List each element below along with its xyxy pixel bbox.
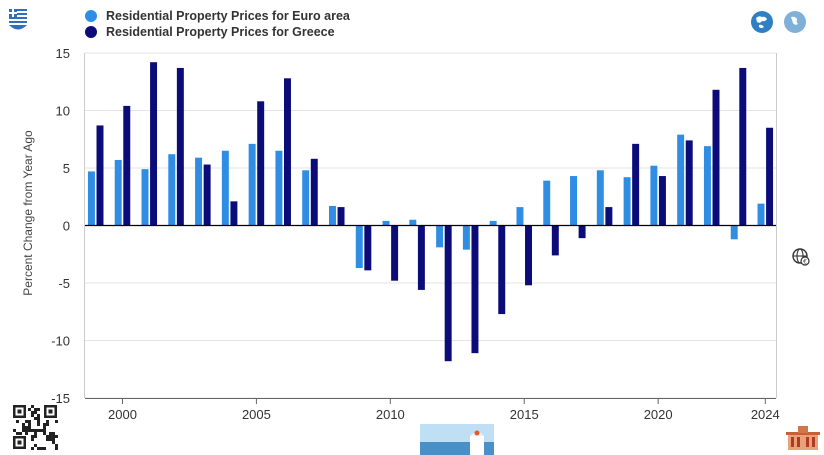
bar-greece-2011[interactable] xyxy=(417,225,425,290)
y-tick-label: -15 xyxy=(51,391,70,406)
x-tick-label: 2010 xyxy=(376,407,405,422)
axes: 15 10 5 0 -5 -10 -15 2000 2005 2010 2015 2020 2024 xyxy=(51,46,780,422)
bar-euro-area-2006[interactable] xyxy=(275,150,283,226)
bar-greece-2006[interactable] xyxy=(283,78,291,226)
bar-greece-2005[interactable] xyxy=(257,101,265,226)
bar-greece-2008[interactable] xyxy=(337,207,345,226)
x-tick-label: 2024 xyxy=(751,407,780,422)
bar-euro-area-2019[interactable] xyxy=(623,177,631,226)
bar-greece-2009[interactable] xyxy=(364,225,372,271)
bar-euro-area-2024[interactable] xyxy=(757,203,765,226)
y-tick-label: 5 xyxy=(63,161,70,176)
bar-greece-2020[interactable] xyxy=(658,176,666,226)
y-axis-label: Percent Change from Year Ago xyxy=(21,130,35,296)
bar-greece-2007[interactable] xyxy=(310,158,318,226)
x-tick-label: 2000 xyxy=(108,407,137,422)
bar-greece-2012[interactable] xyxy=(444,225,452,362)
bar-euro-area-2002[interactable] xyxy=(168,154,176,226)
bar-euro-area-1999[interactable] xyxy=(87,171,95,226)
bar-euro-area-2008[interactable] xyxy=(328,205,336,226)
europe-globe-icon[interactable] xyxy=(750,10,774,34)
x-tick-label: 2005 xyxy=(242,407,271,422)
bar-greece-2018[interactable] xyxy=(605,207,613,226)
bar-greece-2016[interactable] xyxy=(551,225,559,256)
bar-euro-area-2010[interactable] xyxy=(382,220,390,226)
bar-greece-2014[interactable] xyxy=(498,225,506,315)
legend-item-euro-area[interactable]: Residential Property Prices for Euro are… xyxy=(85,8,350,24)
bar-euro-area-2004[interactable] xyxy=(221,150,229,226)
bar-euro-area-2015[interactable] xyxy=(516,207,524,226)
legend-swatch-euro-area xyxy=(85,10,97,22)
bar-greece-2001[interactable] xyxy=(150,62,158,226)
bar-greece-2003[interactable] xyxy=(203,164,211,226)
bar-greece-2000[interactable] xyxy=(123,105,131,226)
y-tick-label: 10 xyxy=(56,104,70,119)
chart-legend: Residential Property Prices for Euro are… xyxy=(85,8,350,40)
x-tick-label: 2015 xyxy=(510,407,539,422)
y-tick-label: -10 xyxy=(51,334,70,349)
bar-euro-area-2021[interactable] xyxy=(677,134,685,226)
bar-greece-1999[interactable] xyxy=(96,125,104,226)
bar-greece-2019[interactable] xyxy=(632,143,640,226)
bar-euro-area-2017[interactable] xyxy=(570,176,578,226)
bar-euro-area-2012[interactable] xyxy=(436,225,444,248)
bar-euro-area-2011[interactable] xyxy=(409,219,417,226)
bar-greece-2021[interactable] xyxy=(685,140,693,226)
qr-code-icon[interactable] xyxy=(12,404,58,450)
bar-euro-area-2005[interactable] xyxy=(248,143,256,226)
web-link-icon[interactable]: € xyxy=(792,248,810,266)
bar-greece-2022[interactable] xyxy=(712,89,720,226)
bar-euro-area-2018[interactable] xyxy=(596,170,604,226)
y-tick-label: 15 xyxy=(56,46,70,61)
legend-item-greece[interactable]: Residential Property Prices for Greece xyxy=(85,24,350,40)
bar-euro-area-2003[interactable] xyxy=(195,157,203,226)
bar-greece-2015[interactable] xyxy=(525,225,533,286)
bar-greece-2023[interactable] xyxy=(739,67,747,226)
bar-euro-area-2022[interactable] xyxy=(703,146,711,226)
greece-globe-icon[interactable] xyxy=(783,10,807,34)
x-tick-label: 2020 xyxy=(644,407,673,422)
bar-euro-area-2007[interactable] xyxy=(302,170,310,226)
bar-euro-area-2013[interactable] xyxy=(462,225,470,250)
bar-greece-2017[interactable] xyxy=(578,225,586,239)
bar-greece-2004[interactable] xyxy=(230,201,238,226)
bar-euro-area-2023[interactable] xyxy=(730,225,738,240)
bar-euro-area-2001[interactable] xyxy=(141,169,149,226)
y-tick-label: 0 xyxy=(63,219,70,234)
legend-label-greece: Residential Property Prices for Greece xyxy=(106,25,335,39)
legend-label-euro-area: Residential Property Prices for Euro are… xyxy=(106,9,350,23)
parliament-building-icon xyxy=(786,426,820,450)
bar-greece-2013[interactable] xyxy=(471,225,479,354)
bars xyxy=(87,62,774,362)
svg-text:€: € xyxy=(803,259,807,266)
bar-greece-2010[interactable] xyxy=(391,225,399,281)
bar-euro-area-2016[interactable] xyxy=(543,180,551,226)
bar-greece-2024[interactable] xyxy=(766,127,774,226)
greece-flag-icon xyxy=(9,9,27,30)
santorini-thumbnail-icon xyxy=(420,424,494,455)
bar-greece-2002[interactable] xyxy=(176,67,184,226)
bar-euro-area-2000[interactable] xyxy=(114,159,122,226)
bar-euro-area-2014[interactable] xyxy=(489,220,497,226)
bar-euro-area-2020[interactable] xyxy=(650,165,658,226)
legend-swatch-greece xyxy=(85,26,97,38)
bar-euro-area-2009[interactable] xyxy=(355,225,363,269)
y-tick-label: -5 xyxy=(58,276,70,291)
